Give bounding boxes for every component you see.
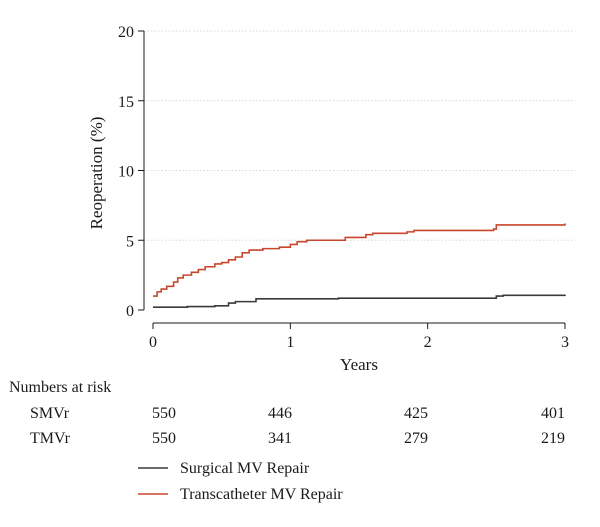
risk-row-label: TMVr xyxy=(30,430,71,447)
x-tick-label: 3 xyxy=(561,334,569,351)
x-tick-label: 2 xyxy=(424,334,432,351)
risk-cell: 341 xyxy=(268,430,292,447)
numbers-at-risk-table: Numbers at risk SMVr 550 446 425 401 TMVr 550 3… xyxy=(9,379,565,447)
y-tick-label: 20 xyxy=(118,24,134,41)
risk-cell: 425 xyxy=(404,405,428,422)
axis-ticks: 0 5 10 15 20 0 1 2 3 xyxy=(118,24,569,351)
gridlines xyxy=(144,30,575,241)
risk-cell: 401 xyxy=(541,405,565,422)
legend-label: Transcatheter MV Repair xyxy=(180,486,343,503)
series-lines xyxy=(153,223,566,309)
risk-cell: 279 xyxy=(404,430,428,447)
risk-cell: 219 xyxy=(541,430,565,447)
series-line xyxy=(153,294,566,309)
risk-cell: 550 xyxy=(152,430,176,447)
y-tick-label: 0 xyxy=(126,303,134,320)
risk-cell: 446 xyxy=(268,405,292,422)
legend: Surgical MV Repair Transcatheter MV Repai… xyxy=(138,460,343,503)
x-tick-label: 0 xyxy=(149,334,157,351)
series-line xyxy=(153,223,566,297)
risk-row-label: SMVr xyxy=(30,405,70,422)
legend-label: Surgical MV Repair xyxy=(180,460,310,477)
x-axis-title: Years xyxy=(340,355,378,374)
y-tick-label: 5 xyxy=(126,233,134,250)
x-tick-label: 1 xyxy=(286,334,294,351)
risk-table-title: Numbers at risk xyxy=(9,379,111,396)
y-axis-title: Reoperation (%) xyxy=(87,117,106,230)
y-tick-label: 10 xyxy=(118,164,134,181)
risk-cell: 550 xyxy=(152,405,176,422)
y-tick-label: 15 xyxy=(118,94,134,111)
